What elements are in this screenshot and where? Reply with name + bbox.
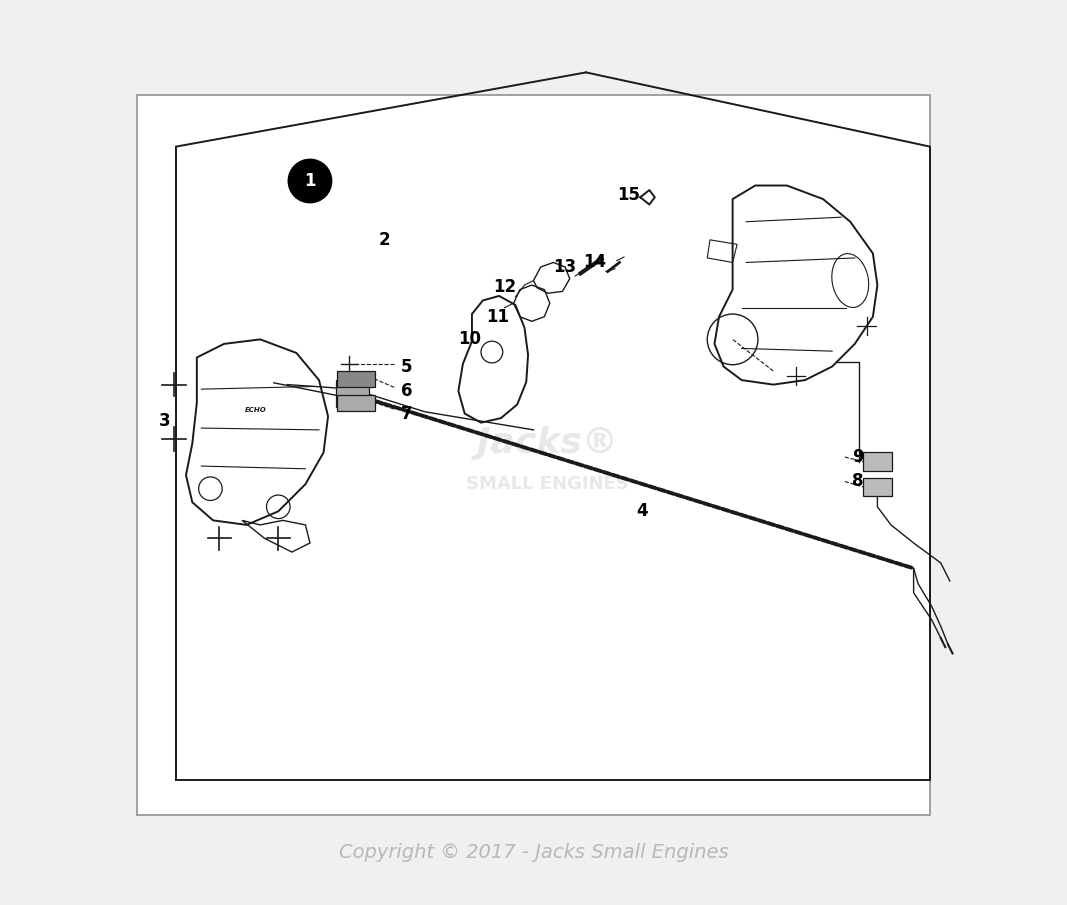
Text: 6: 6 — [401, 382, 413, 400]
Text: ECHO: ECHO — [244, 407, 267, 413]
Text: 1: 1 — [304, 172, 316, 190]
Text: 12: 12 — [493, 278, 516, 296]
FancyBboxPatch shape — [138, 95, 929, 814]
Text: 11: 11 — [485, 308, 509, 326]
FancyBboxPatch shape — [336, 380, 369, 407]
FancyBboxPatch shape — [863, 478, 892, 496]
Text: Copyright © 2017 - Jacks Small Engines: Copyright © 2017 - Jacks Small Engines — [338, 843, 729, 862]
Text: Jacks®: Jacks® — [477, 426, 618, 461]
Text: 10: 10 — [459, 330, 481, 348]
Text: 9: 9 — [851, 448, 863, 466]
Text: 7: 7 — [401, 405, 413, 424]
Text: SMALL ENGINES: SMALL ENGINES — [465, 475, 628, 493]
Text: 4: 4 — [636, 502, 648, 520]
Text: 14: 14 — [584, 253, 607, 272]
Text: 2: 2 — [379, 231, 389, 249]
Text: 3: 3 — [158, 412, 170, 430]
Text: 5: 5 — [401, 357, 413, 376]
FancyBboxPatch shape — [863, 452, 892, 471]
Text: 13: 13 — [554, 258, 577, 276]
Circle shape — [288, 159, 332, 203]
Text: 8: 8 — [851, 472, 863, 491]
FancyBboxPatch shape — [337, 371, 376, 387]
Text: 15: 15 — [617, 186, 640, 204]
FancyBboxPatch shape — [337, 395, 376, 411]
